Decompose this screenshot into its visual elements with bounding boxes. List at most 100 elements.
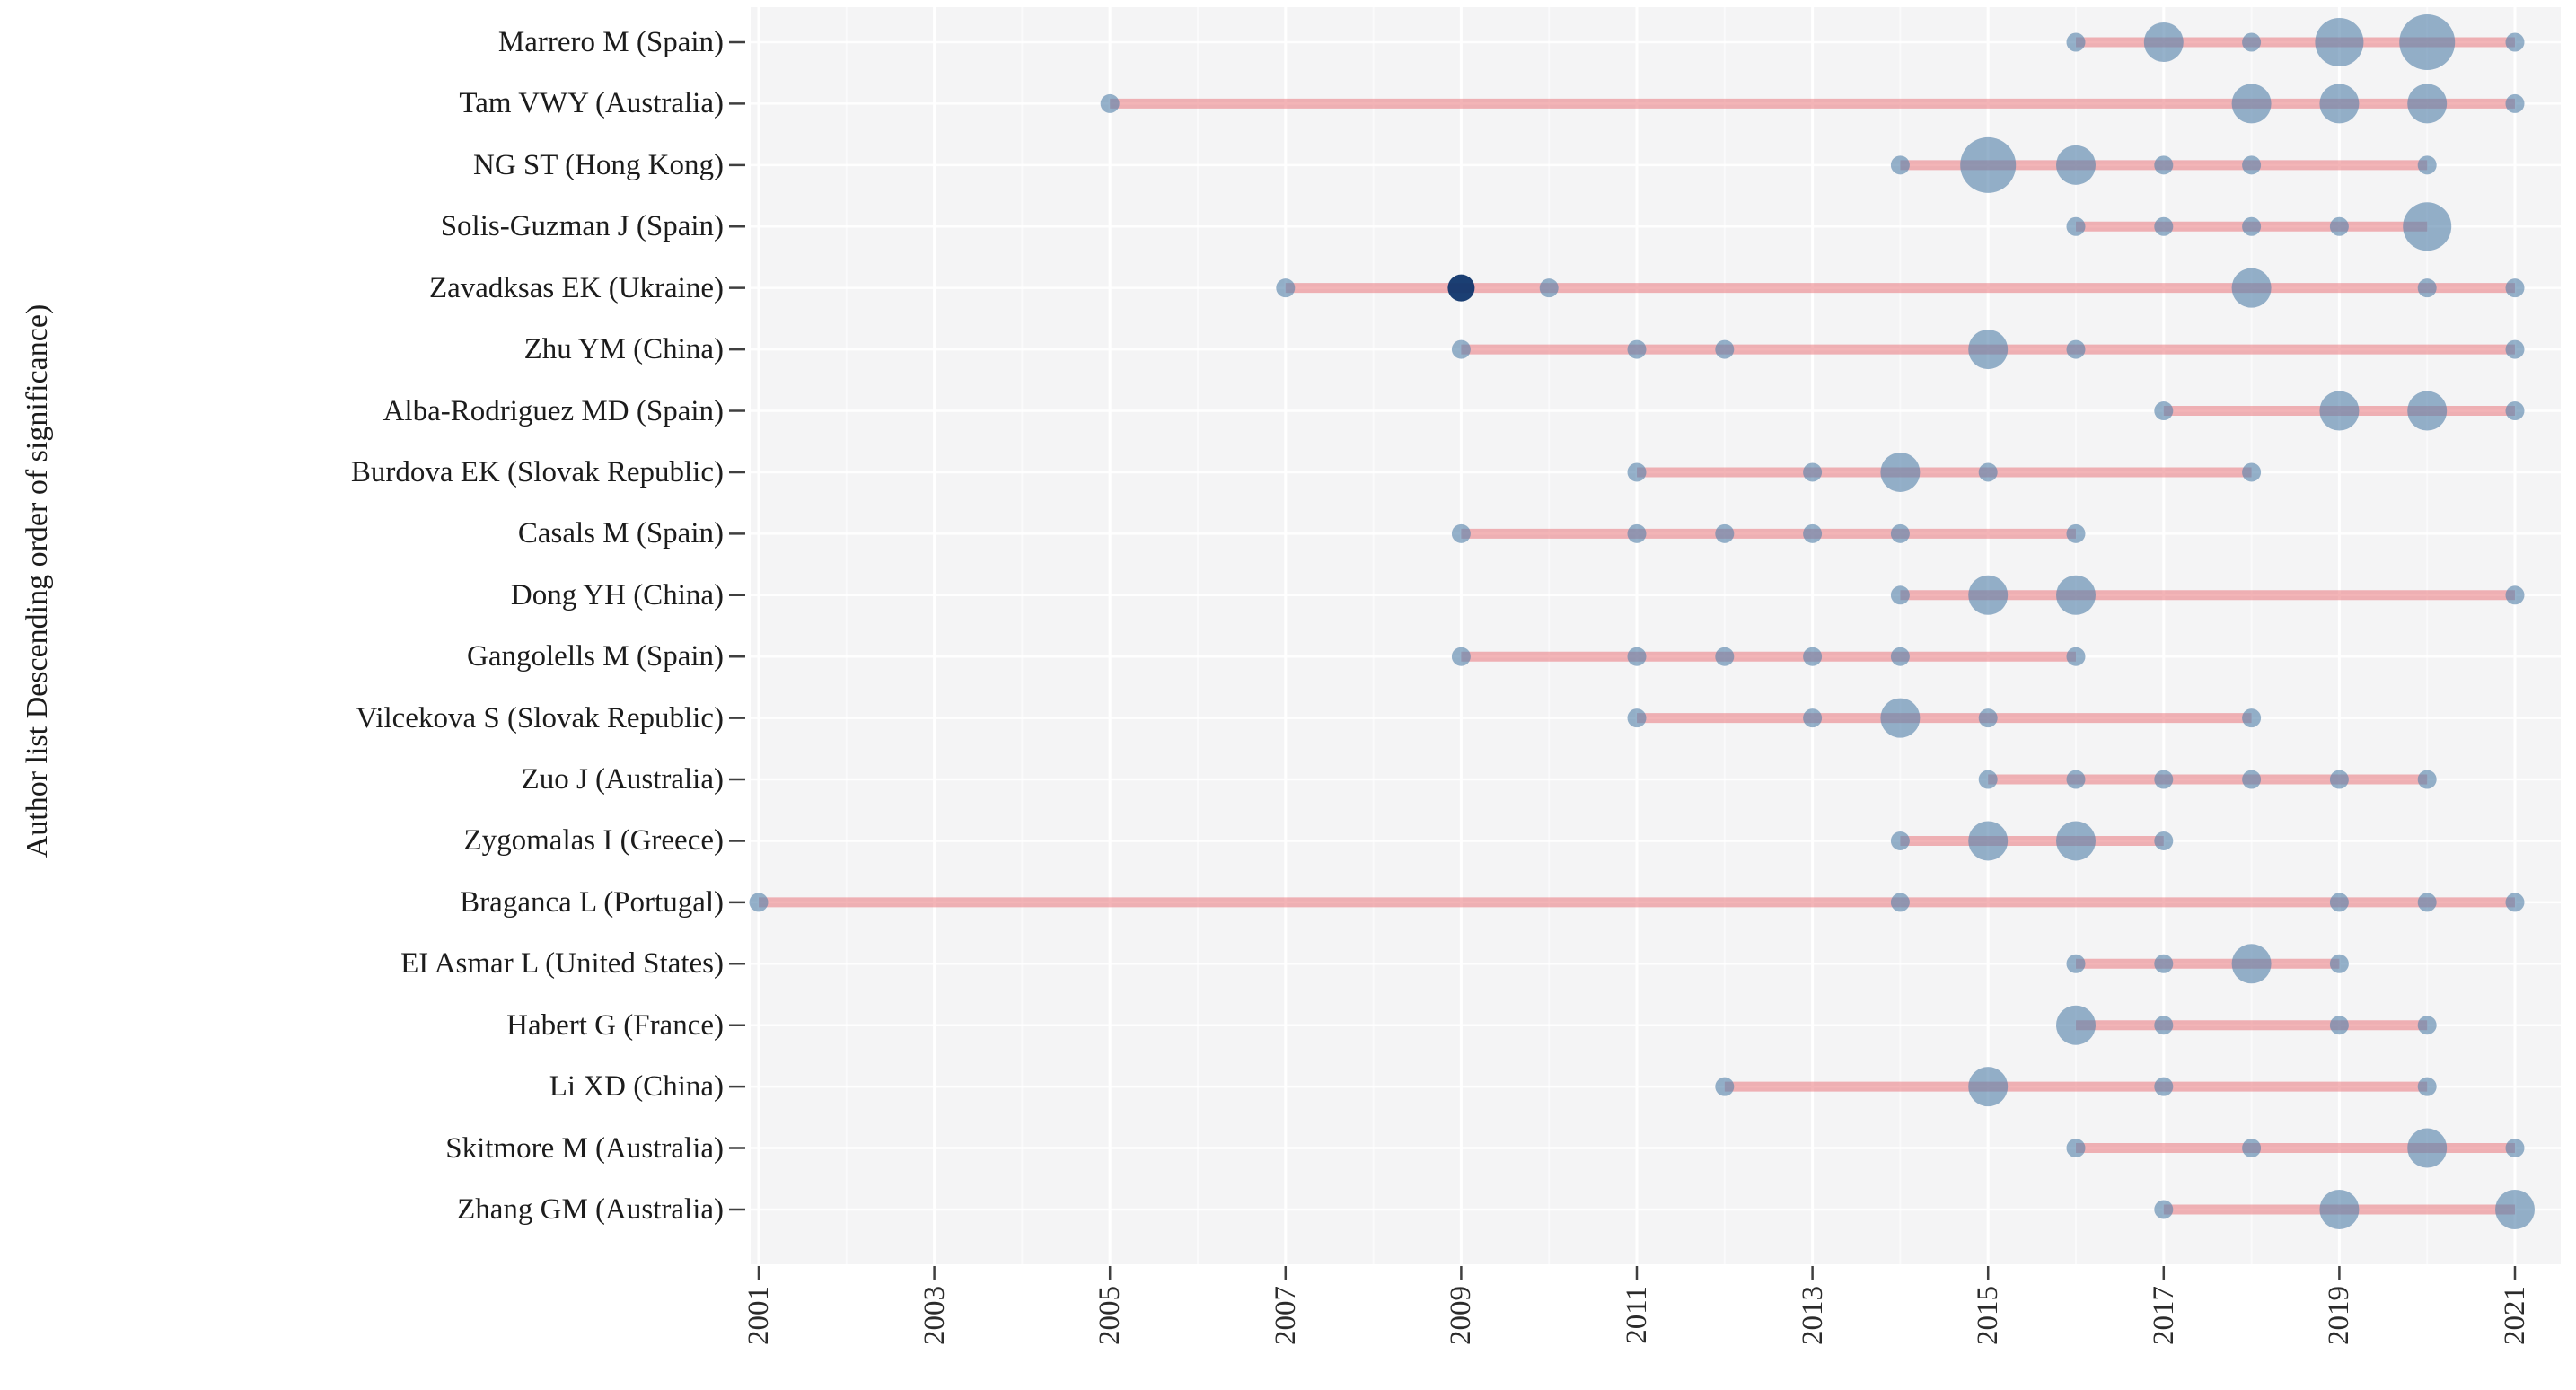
bubble-zhu-2015 <box>1968 330 2009 370</box>
bubble-zavadksas-2007 <box>1276 278 1296 298</box>
bubble-vilcekova-2013 <box>1803 708 1823 728</box>
bubble-braganca-2020 <box>2417 893 2437 912</box>
x-tick-label: 2021 <box>2499 1286 2531 1345</box>
bubble-tam-2021 <box>2505 93 2525 113</box>
bubble-zavadksas-2021 <box>2505 278 2525 298</box>
bubble-zuo-2018 <box>2242 770 2262 789</box>
bubble-zygomalas-2017 <box>2154 831 2174 850</box>
bubble-zuo-2016 <box>2066 770 2086 789</box>
bubble-li-2020 <box>2417 1077 2437 1096</box>
author-label: Skitmore M (Australia) <box>445 1131 724 1165</box>
plot-panel <box>751 7 2561 1264</box>
bubble-alba-rodriguez-2021 <box>2505 401 2525 421</box>
bubble-zygomalas-2016 <box>2056 821 2096 861</box>
bubble-marrero-2017 <box>2143 22 2184 62</box>
bubble-vilcekova-2011 <box>1627 708 1647 728</box>
bubble-zhu-2021 <box>2505 339 2525 359</box>
bubble-gangolells-2014 <box>1890 647 1910 666</box>
x-tick-label: 2003 <box>918 1286 951 1345</box>
bubble-casals-2016 <box>2066 523 2086 543</box>
x-tick-label: 2019 <box>2323 1286 2356 1345</box>
x-tick-label: 2007 <box>1269 1286 1302 1345</box>
bubble-tam-2018 <box>2231 84 2272 124</box>
bubble-zuo-2020 <box>2417 770 2437 789</box>
bubble-alba-rodriguez-2020 <box>2407 391 2448 431</box>
bubble-tam-2019 <box>2319 84 2360 124</box>
bubble-ei-2017 <box>2154 954 2174 973</box>
author-label: Zhang GM (Australia) <box>457 1192 724 1226</box>
x-tick-label: 2011 <box>1621 1286 1653 1344</box>
bubble-dong-2021 <box>2505 585 2525 605</box>
bubble-burdova-2011 <box>1627 462 1647 482</box>
bubble-marrero-2018 <box>2242 32 2262 52</box>
author-label: Tam VWY (Australia) <box>459 87 724 120</box>
x-tick-label: 2015 <box>1972 1286 2005 1345</box>
author-label: Zavadksas EK (Ukraine) <box>428 271 724 304</box>
bubble-casals-2013 <box>1803 523 1823 543</box>
author-label: Zuo J (Australia) <box>521 763 724 796</box>
bubble-ng-2015 <box>1960 136 2017 193</box>
bubble-dong-2016 <box>2056 575 2096 615</box>
bubble-dong-2015 <box>1968 575 2009 615</box>
bubble-tam-2020 <box>2407 84 2448 124</box>
bubble-zavadksas-2009 <box>1447 274 1475 302</box>
bubble-vilcekova-2018 <box>2242 708 2262 728</box>
bubble-vilcekova-2015 <box>1978 708 1998 728</box>
bubble-zavadksas-2010 <box>1539 278 1559 298</box>
bubble-zhu-2012 <box>1715 339 1735 359</box>
bubble-casals-2012 <box>1715 523 1735 543</box>
bubble-skitmore-2020 <box>2407 1128 2448 1168</box>
x-tick-label: 2005 <box>1094 1286 1127 1345</box>
bubble-ei-2018 <box>2231 944 2272 984</box>
bubble-alba-rodriguez-2017 <box>2154 401 2174 421</box>
bubble-casals-2009 <box>1451 523 1471 543</box>
x-tick-label: 2009 <box>1445 1286 1478 1345</box>
bubble-solis-guzman-2020 <box>2403 202 2452 251</box>
bubble-burdova-2018 <box>2242 462 2262 482</box>
author-label: Li XD (China) <box>549 1070 724 1104</box>
bubble-casals-2011 <box>1627 523 1647 543</box>
bubble-zuo-2019 <box>2329 770 2349 789</box>
bubble-solis-guzman-2017 <box>2154 216 2174 236</box>
author-label: Braganca L (Portugal) <box>460 885 724 919</box>
author-label: Vilcekova S (Slovak Republic) <box>356 701 724 735</box>
bubble-marrero-2019 <box>2315 18 2364 66</box>
bubble-zuo-2017 <box>2154 770 2174 789</box>
bubble-solis-guzman-2018 <box>2242 216 2262 236</box>
bubble-marrero-2020 <box>2399 14 2456 70</box>
author-label: Burdova EK (Slovak Republic) <box>350 455 724 488</box>
bubble-ei-2019 <box>2329 954 2349 973</box>
bubble-habert-2020 <box>2417 1016 2437 1035</box>
bubble-solis-guzman-2019 <box>2329 216 2349 236</box>
bubble-solis-guzman-2016 <box>2066 216 2086 236</box>
author-label: Habert G (France) <box>506 1008 724 1042</box>
bubble-li-2015 <box>1968 1067 2009 1107</box>
bubble-braganca-2021 <box>2505 893 2525 912</box>
bubble-ng-2014 <box>1890 155 1910 175</box>
bubble-ng-2018 <box>2242 155 2262 175</box>
bubble-ng-2016 <box>2056 145 2096 185</box>
bubble-ng-2017 <box>2154 155 2174 175</box>
author-label: EI Asmar L (United States) <box>400 947 724 981</box>
x-tick-label: 2017 <box>2147 1286 2180 1345</box>
bubble-gangolells-2016 <box>2066 647 2086 666</box>
bubble-marrero-2021 <box>2505 32 2525 52</box>
bubble-habert-2016 <box>2056 1005 2096 1045</box>
bubble-zavadksas-2020 <box>2417 278 2437 298</box>
author-label: Dong YH (China) <box>510 578 724 611</box>
bubble-gangolells-2011 <box>1627 647 1647 666</box>
author-label: Marrero M (Spain) <box>497 26 724 58</box>
bubble-gangolells-2009 <box>1451 647 1471 666</box>
x-tick-label: 2013 <box>1796 1286 1829 1345</box>
bubble-zygomalas-2014 <box>1890 831 1910 850</box>
bubble-zavadksas-2018 <box>2231 268 2272 308</box>
bubble-braganca-2019 <box>2329 893 2349 912</box>
author-label: Gangolells M (Spain) <box>467 640 724 673</box>
bubble-zuo-2015 <box>1978 770 1998 789</box>
bubble-li-2017 <box>2154 1077 2174 1096</box>
author-label: Alba-Rodriguez MD (Spain) <box>382 394 724 427</box>
bubble-zhang-2017 <box>2154 1200 2174 1219</box>
bubble-habert-2017 <box>2154 1016 2174 1035</box>
